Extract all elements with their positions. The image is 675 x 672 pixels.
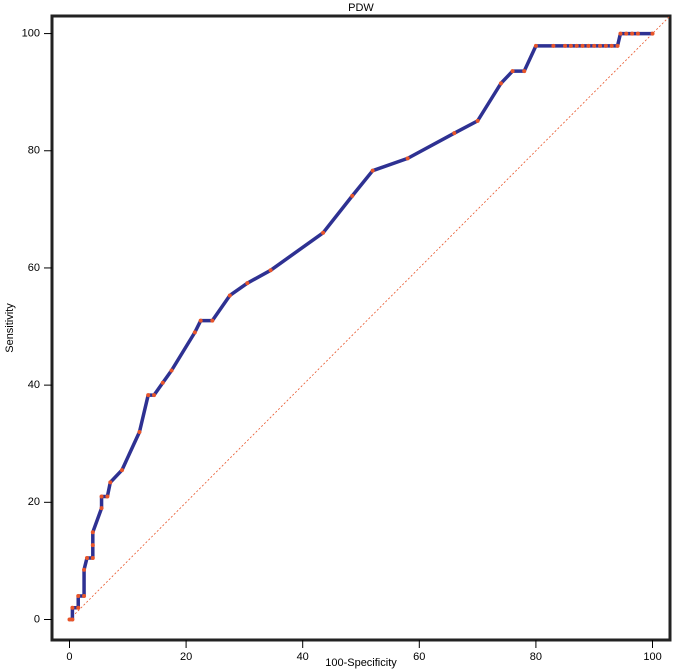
data-point bbox=[210, 318, 215, 323]
data-point bbox=[152, 393, 157, 398]
data-point bbox=[630, 31, 635, 36]
data-point bbox=[586, 43, 591, 48]
data-point bbox=[90, 555, 95, 560]
x-tick-label: 60 bbox=[413, 651, 425, 663]
data-point bbox=[192, 330, 197, 335]
data-point bbox=[321, 230, 326, 235]
data-point bbox=[90, 530, 95, 535]
reference-line bbox=[69, 15, 671, 620]
data-point bbox=[160, 380, 165, 385]
data-point bbox=[405, 156, 410, 161]
data-point bbox=[533, 43, 538, 48]
data-point bbox=[592, 43, 597, 48]
data-point bbox=[370, 168, 375, 173]
data-point bbox=[580, 43, 585, 48]
data-point bbox=[70, 605, 75, 610]
data-point bbox=[510, 69, 515, 74]
data-point bbox=[99, 494, 104, 499]
data-point bbox=[650, 31, 655, 36]
data-point bbox=[475, 118, 480, 123]
data-point bbox=[618, 31, 623, 36]
x-tick-label: 20 bbox=[180, 651, 192, 663]
x-tick-label: 40 bbox=[297, 651, 309, 663]
data-point bbox=[105, 494, 110, 499]
data-point bbox=[635, 31, 640, 36]
data-point bbox=[119, 468, 124, 473]
plot-frame bbox=[50, 14, 672, 642]
data-point bbox=[198, 318, 203, 323]
data-point bbox=[70, 617, 75, 622]
data-point bbox=[452, 131, 457, 136]
data-point bbox=[615, 43, 620, 48]
x-tick-label: 100 bbox=[643, 651, 661, 663]
data-point bbox=[82, 567, 87, 572]
y-axis-label: Sensitivity bbox=[4, 303, 16, 353]
y-tick-label: 40 bbox=[28, 379, 40, 391]
data-point bbox=[84, 555, 89, 560]
y-tick-label: 80 bbox=[28, 145, 40, 157]
data-point bbox=[568, 43, 573, 48]
data-point bbox=[99, 506, 104, 511]
data-point bbox=[624, 31, 629, 36]
data-point bbox=[76, 605, 81, 610]
x-tick-label: 0 bbox=[66, 651, 72, 663]
data-point bbox=[551, 43, 556, 48]
data-point bbox=[227, 293, 232, 298]
data-point bbox=[108, 480, 113, 485]
x-axis-label: 100-Specificity bbox=[325, 657, 397, 669]
data-point bbox=[67, 617, 72, 622]
data-point bbox=[603, 43, 608, 48]
chart-title: PDW bbox=[348, 2, 374, 14]
data-point bbox=[563, 43, 568, 48]
data-point bbox=[598, 43, 603, 48]
data-point bbox=[498, 81, 503, 86]
data-point bbox=[609, 43, 614, 48]
y-tick-label: 20 bbox=[28, 496, 40, 508]
data-point bbox=[76, 594, 81, 599]
data-point bbox=[169, 368, 174, 373]
data-point bbox=[268, 268, 273, 273]
data-point bbox=[137, 430, 142, 434]
data-point bbox=[574, 43, 579, 48]
data-point bbox=[82, 594, 87, 599]
y-tick-label: 100 bbox=[22, 27, 40, 39]
data-point bbox=[245, 281, 250, 286]
y-tick-label: 60 bbox=[28, 262, 40, 274]
data-point bbox=[90, 543, 95, 548]
data-point bbox=[350, 193, 355, 198]
x-tick-label: 80 bbox=[530, 651, 542, 663]
y-tick-label: 0 bbox=[34, 613, 40, 625]
data-point bbox=[146, 393, 151, 398]
data-point bbox=[522, 69, 527, 74]
